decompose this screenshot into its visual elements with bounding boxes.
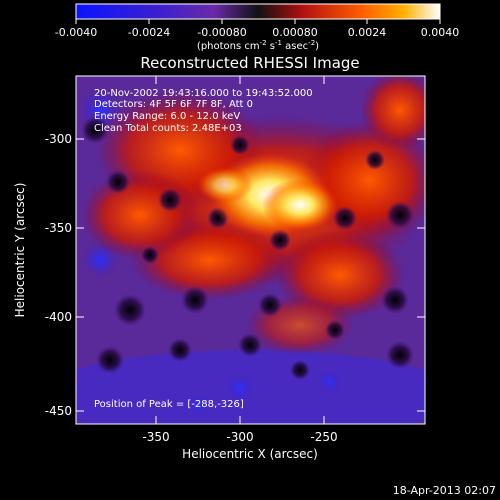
image-title: Reconstructed RHESSI Image	[140, 54, 359, 72]
time-range-text: 20-Nov-2002 19:43:16.000 to 19:43:52.000	[94, 88, 313, 99]
clean-counts-text: Clean Total counts: 2.48E+03	[94, 123, 242, 134]
x-tick-label: -350	[142, 430, 169, 444]
axis-ticks	[76, 76, 425, 424]
colorbar-tick-label: -0.00080	[197, 26, 246, 39]
colorbar-tick-label: 0.00080	[272, 26, 318, 39]
y-tick-label: -450	[45, 404, 72, 418]
colorbar-unit: (photons cm-2 s-1 asec-2)	[197, 39, 319, 52]
timestamp: 18-Apr-2013 02:07	[393, 484, 496, 497]
detectors-text: Detectors: 4F 5F 6F 7F 8F, Att 0	[94, 99, 253, 110]
y-tick-label: -300	[45, 132, 72, 146]
energy-range-text: Energy Range: 6.0 - 12.0 keV	[94, 111, 240, 122]
colorbar-tick-label: 0.0040	[421, 26, 460, 39]
x-tick-label: -300	[226, 430, 253, 444]
peak-position-text: Position of Peak = [-288,-326]	[94, 399, 244, 410]
rhessi-image	[76, 76, 425, 424]
x-tick-label: -250	[310, 430, 337, 444]
colorbar-ticks	[75, 19, 441, 24]
colorbar-tick-label: 0.0024	[348, 26, 387, 39]
colorbar-tick-label: -0.0040	[55, 26, 97, 39]
y-tick-label: -350	[45, 221, 72, 235]
x-axis-label: Heliocentric X (arcsec)	[182, 447, 318, 461]
plot-frame	[75, 75, 426, 425]
colorbar-tick-label: -0.0024	[128, 26, 170, 39]
y-axis-label: Heliocentric Y (arcsec)	[13, 183, 27, 318]
y-tick-label: -400	[45, 310, 72, 324]
colorbar	[75, 3, 441, 20]
